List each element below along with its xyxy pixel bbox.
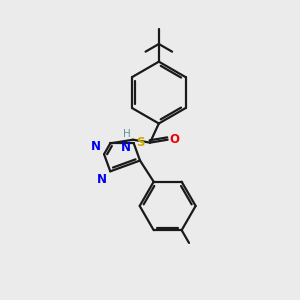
- Text: O: O: [170, 133, 180, 146]
- Text: N: N: [121, 141, 131, 154]
- Text: H: H: [123, 128, 131, 139]
- Text: N: N: [97, 173, 107, 186]
- Text: S: S: [136, 136, 144, 149]
- Text: N: N: [91, 140, 101, 153]
